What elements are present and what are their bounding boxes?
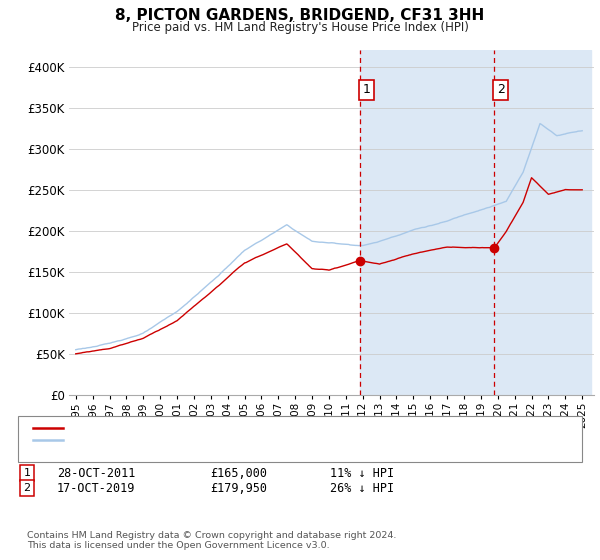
Text: 17-OCT-2019: 17-OCT-2019 xyxy=(57,482,136,495)
Text: 2: 2 xyxy=(497,83,505,96)
Text: 2: 2 xyxy=(23,483,31,493)
Text: 8, PICTON GARDENS, BRIDGEND, CF31 3HH: 8, PICTON GARDENS, BRIDGEND, CF31 3HH xyxy=(115,8,485,24)
Text: 28-OCT-2011: 28-OCT-2011 xyxy=(57,466,136,480)
Text: £179,950: £179,950 xyxy=(210,482,267,495)
Text: HPI: Average price, detached house, Bridgend: HPI: Average price, detached house, Brid… xyxy=(69,435,326,445)
Text: Price paid vs. HM Land Registry's House Price Index (HPI): Price paid vs. HM Land Registry's House … xyxy=(131,21,469,34)
Bar xyxy=(494,50,590,395)
Text: Contains HM Land Registry data © Crown copyright and database right 2024.
This d: Contains HM Land Registry data © Crown c… xyxy=(27,531,397,550)
Text: 11% ↓ HPI: 11% ↓ HPI xyxy=(330,466,394,480)
Text: 1: 1 xyxy=(23,468,31,478)
Text: 26% ↓ HPI: 26% ↓ HPI xyxy=(330,482,394,495)
Bar xyxy=(360,50,494,395)
Text: 8, PICTON GARDENS, BRIDGEND, CF31 3HH (detached house): 8, PICTON GARDENS, BRIDGEND, CF31 3HH (d… xyxy=(69,423,414,433)
Text: 1: 1 xyxy=(362,83,370,96)
Text: £165,000: £165,000 xyxy=(210,466,267,480)
